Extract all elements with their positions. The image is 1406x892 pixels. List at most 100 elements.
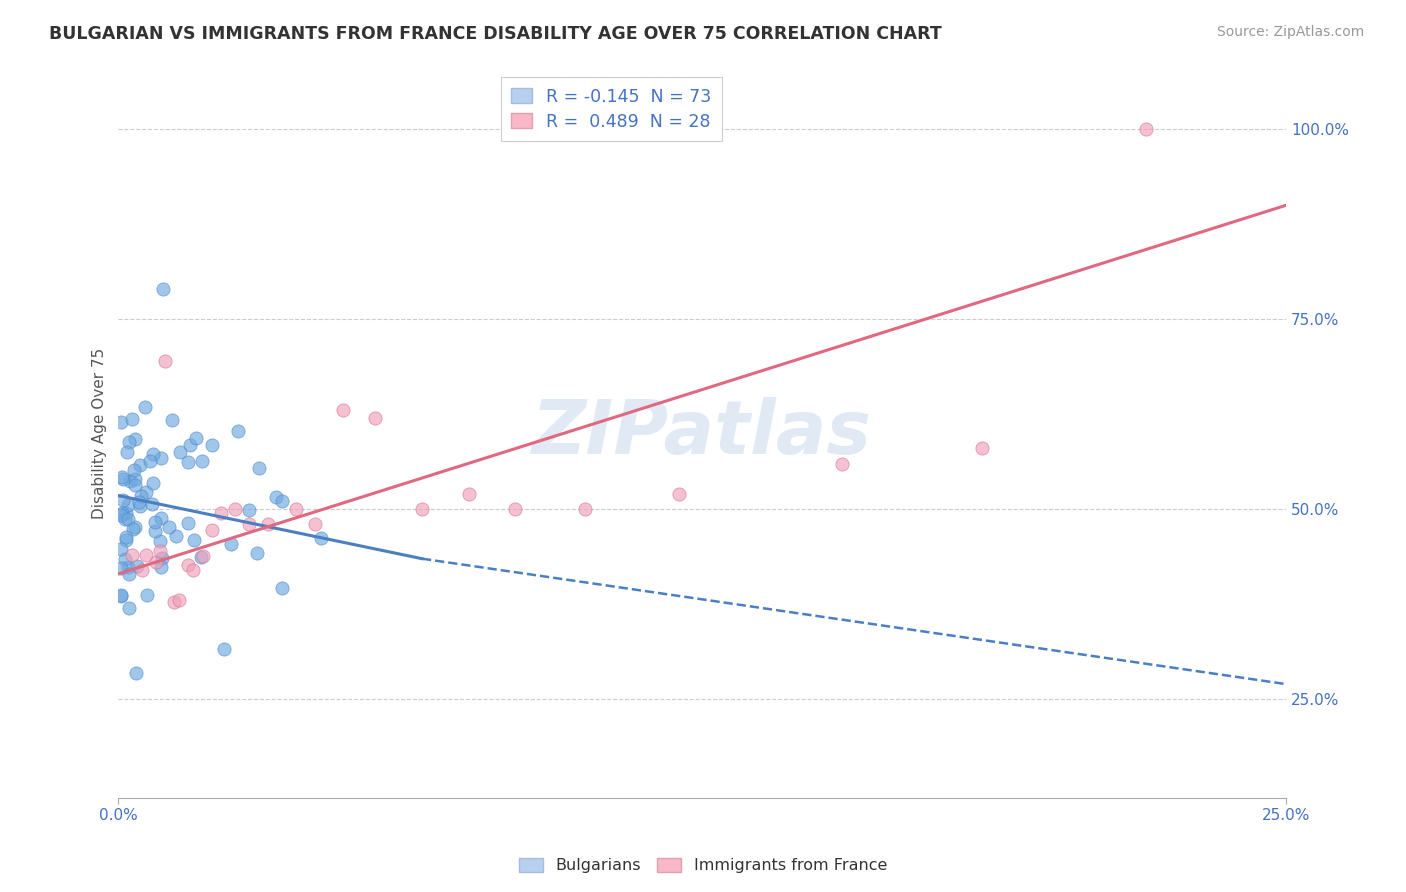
Point (141, 497, 163, 511)
Point (150, 560, 173, 574)
Point (115, 533, 138, 547)
Point (117, 512, 139, 526)
Point (212, 642, 235, 657)
Point (145, 524, 167, 538)
Point (110, 506, 132, 520)
Point (153, 354, 176, 368)
Point (157, 520, 180, 534)
Point (134, 400, 156, 414)
Point (124, 473, 146, 487)
Point (152, 282, 174, 296)
Point (129, 458, 152, 472)
Point (114, 530, 136, 544)
Point (332, 403, 354, 417)
Point (167, 593, 190, 607)
Point (201, 438, 224, 452)
Point (162, 413, 184, 427)
Text: ZIPatlas: ZIPatlas (533, 397, 872, 470)
Legend: R = -0.145  N = 73, R =  0.489  N = 28: R = -0.145 N = 73, R = 0.489 N = 28 (501, 78, 721, 141)
Point (179, 438, 201, 452)
Point (117, 601, 139, 615)
Point (270, 493, 292, 508)
Point (131, 489, 153, 503)
Point (238, 503, 260, 517)
Point (143, 515, 166, 529)
Point (668, 487, 690, 501)
Point (574, 502, 596, 516)
Point (114, 512, 136, 526)
Point (128, 495, 150, 509)
Point (257, 517, 280, 532)
Point (183, 533, 205, 548)
Point (145, 556, 167, 570)
Point (111, 493, 134, 508)
Point (135, 485, 157, 500)
Point (271, 581, 294, 595)
Point (411, 502, 433, 516)
Point (142, 447, 165, 461)
Point (304, 517, 326, 532)
Point (246, 546, 269, 560)
Point (972, 442, 994, 456)
Point (117, 560, 139, 574)
Point (1135, 122, 1157, 136)
Point (149, 543, 172, 558)
Point (226, 424, 249, 438)
Point (457, 487, 479, 501)
Point (309, 531, 332, 545)
Point (176, 455, 198, 469)
Point (122, 522, 145, 536)
Point (831, 457, 853, 471)
Point (177, 558, 200, 572)
Point (209, 506, 232, 520)
Point (139, 454, 162, 468)
Point (224, 502, 246, 516)
Point (128, 500, 150, 514)
Point (150, 511, 173, 525)
Point (131, 563, 153, 577)
Point (125, 558, 148, 573)
Y-axis label: Disability Age Over 75: Disability Age Over 75 (93, 348, 107, 519)
Point (124, 478, 146, 492)
Point (114, 552, 136, 566)
Point (110, 561, 132, 575)
Point (110, 541, 132, 556)
Point (115, 445, 138, 459)
Point (247, 461, 270, 475)
Point (110, 508, 132, 523)
Point (150, 450, 173, 465)
Point (110, 589, 132, 603)
Point (111, 470, 134, 484)
Point (264, 490, 287, 504)
Point (124, 432, 146, 446)
Point (181, 563, 204, 577)
Point (238, 517, 260, 532)
Text: Source: ZipAtlas.com: Source: ZipAtlas.com (1216, 25, 1364, 39)
Point (110, 588, 132, 602)
Text: BULGARIAN VS IMMIGRANTS FROM FRANCE DISABILITY AGE OVER 75 CORRELATION CHART: BULGARIAN VS IMMIGRANTS FROM FRANCE DISA… (49, 25, 942, 43)
Point (118, 474, 141, 488)
Legend: Bulgarians, Immigrants from France: Bulgarians, Immigrants from France (512, 851, 894, 880)
Point (190, 549, 212, 564)
Point (169, 445, 191, 459)
Point (177, 516, 200, 530)
Point (163, 595, 186, 609)
Point (219, 537, 242, 551)
Point (117, 498, 139, 512)
Point (184, 432, 207, 446)
Point (110, 416, 132, 430)
Point (165, 529, 187, 543)
Point (112, 472, 135, 486)
Point (150, 550, 173, 565)
Point (124, 520, 146, 534)
Point (142, 475, 165, 490)
Point (191, 549, 214, 563)
Point (135, 588, 157, 602)
Point (122, 463, 145, 477)
Point (118, 567, 141, 582)
Point (284, 502, 307, 516)
Point (201, 523, 224, 537)
Point (149, 533, 172, 548)
Point (191, 453, 214, 467)
Point (118, 434, 141, 449)
